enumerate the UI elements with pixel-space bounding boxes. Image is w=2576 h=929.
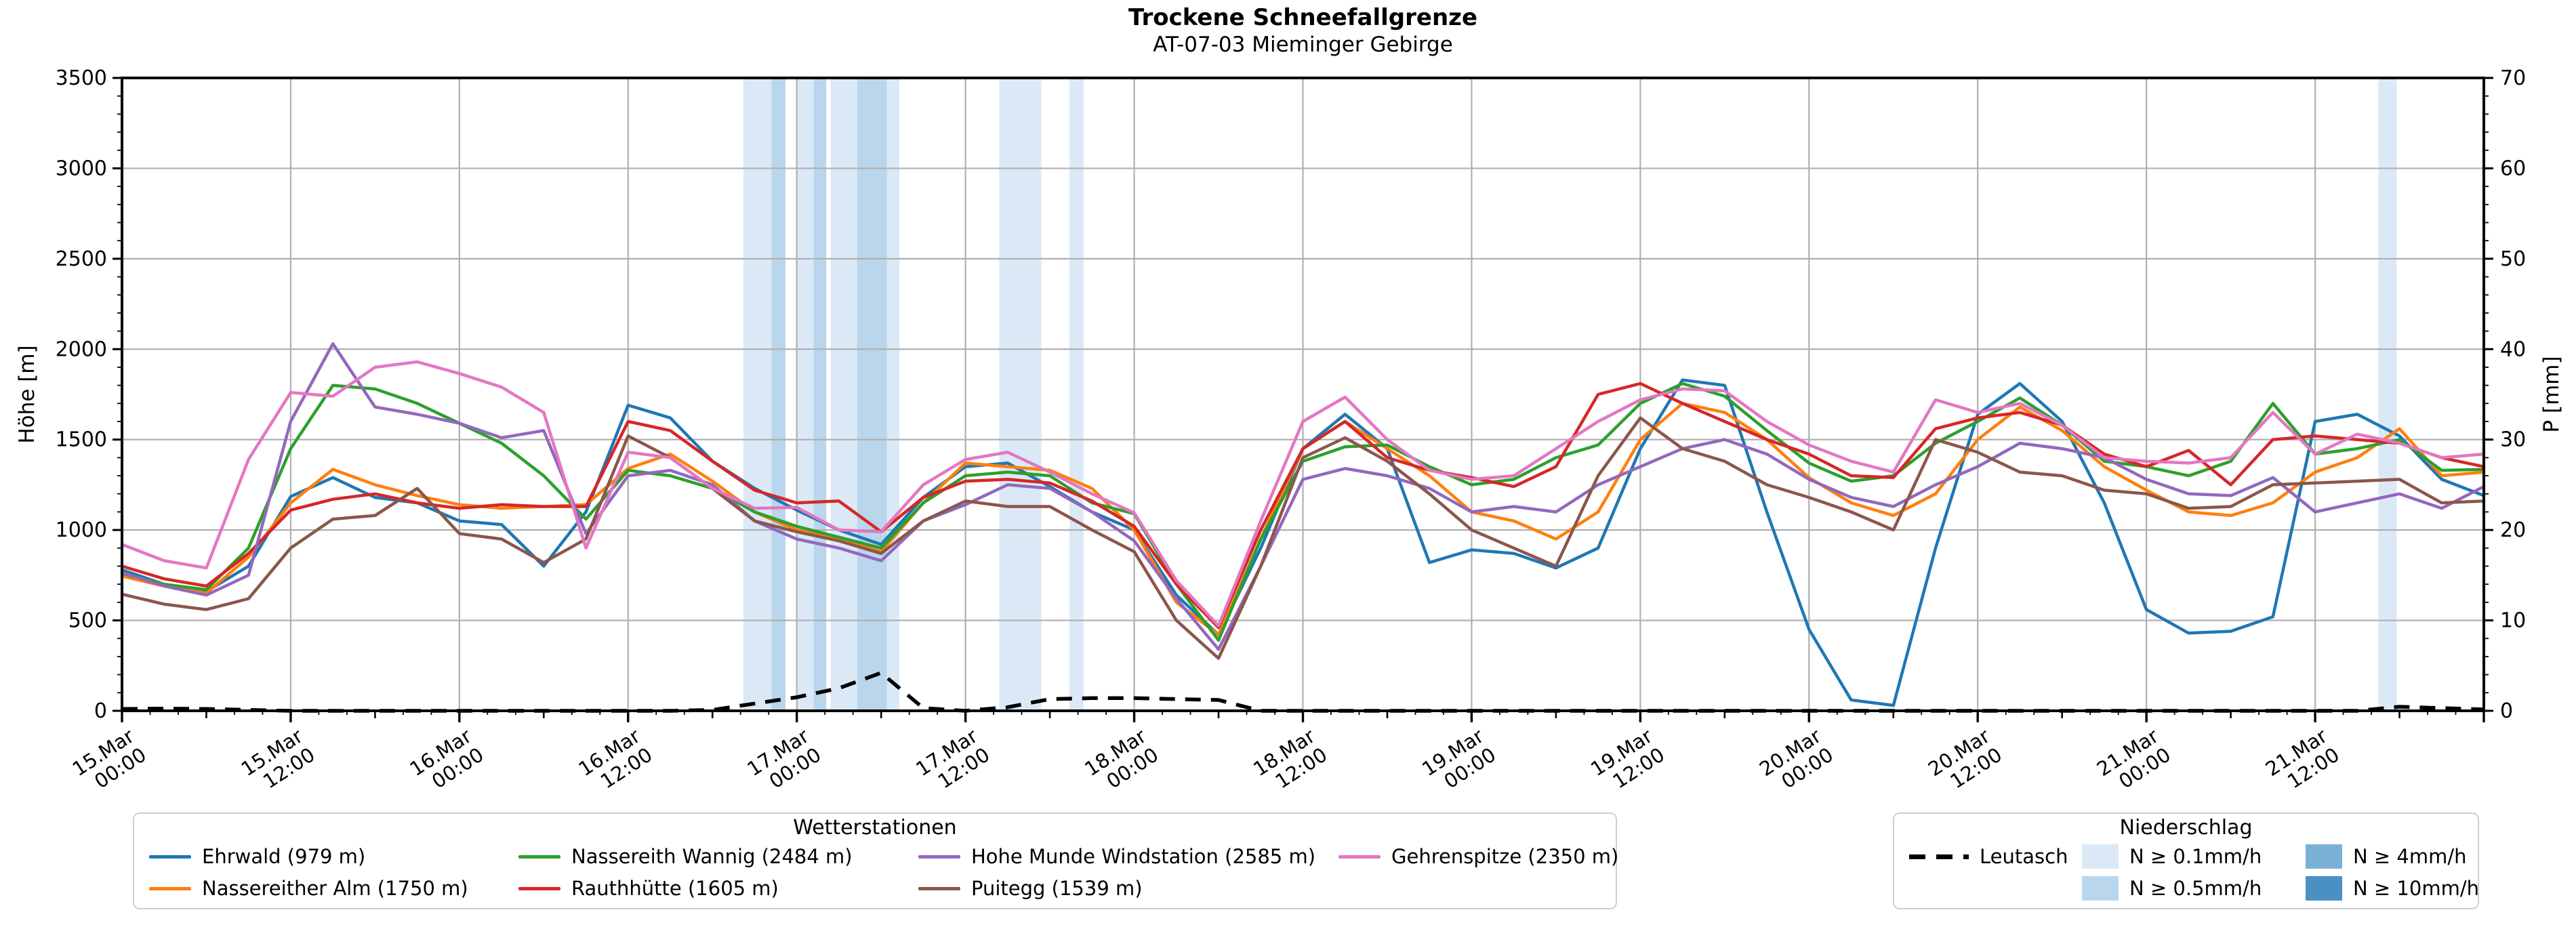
legend-item-label: Puitegg (1539 m) [971,877,1143,900]
precip-band-0.5 [771,78,786,711]
legend-item-n-10mm-h: N ≥ 10mm/h [2306,875,2479,901]
precip-band-0.5 [813,78,827,711]
legend-wetterstationen-items: Ehrwald (979 m) Nassereither Alm (1750 m)… [134,840,1618,901]
precip-band-0.1 [1069,78,1084,711]
legend-column: N ≥ 0.1mm/h N ≥ 0.5mm/h [2082,844,2306,901]
legend-item-label: N ≥ 4mm/h [2353,845,2467,868]
legend-item-n-4mm-h: N ≥ 4mm/h [2306,844,2479,869]
precip-band-0.1 [743,78,772,711]
series-line-puitegg-1539-m [120,416,2486,660]
legend-dashed-line-swatch [1909,854,1969,859]
y-tick-label-left: 1500 [56,428,107,452]
legend-item-ehrwald-979-m: Ehrwald (979 m) [149,844,518,869]
legend-item-hohe-munde-windstation-2585-m: Hohe Munde Windstation (2585 m) [918,844,1338,869]
legend-patch-swatch [2082,876,2119,901]
y-tick-label-left: 3500 [56,66,107,90]
legend-niederschlag: Niederschlag Leutasch N ≥ 0.1mm/h N ≥ 0.5m… [1893,812,2479,909]
y-tick-label-right: 0 [2500,699,2513,723]
chart-title: Trockene Schneefallgrenze [1128,4,1478,31]
x-tick-label: 17.Mar12:00 [912,724,994,800]
legend-column: Ehrwald (979 m) Nassereither Alm (1750 m) [149,844,518,901]
legend-item-nassereith-wannig-2484-m: Nassereith Wannig (2484 m) [518,844,918,869]
precip-band-0.1 [999,78,1042,711]
legend-patch-swatch [2082,844,2119,869]
x-tick-label: 18.Mar12:00 [1249,724,1331,800]
legend-column: Nassereith Wannig (2484 m) Rauthhütte (16… [518,844,918,901]
y-tick-label-left: 2000 [56,337,107,361]
x-tick-label: 15.Mar00:00 [68,724,150,800]
legend-item-label: N ≥ 0.1mm/h [2129,845,2262,868]
x-tick-label: 17.Mar00:00 [743,724,825,800]
y-tick-label-right: 20 [2500,518,2526,542]
legend-line-swatch [149,886,191,890]
y-tick-label-left: 3000 [56,157,107,180]
precip-band-0.1 [2378,78,2397,711]
y-tick-label-right: 40 [2500,337,2526,361]
legend-column: N ≥ 4mm/h N ≥ 10mm/h [2306,844,2479,901]
legend-item-label: Ehrwald (979 m) [202,845,366,868]
legend-niederschlag-items: Leutasch N ≥ 0.1mm/h N ≥ 0.5mm/h N ≥ 4mm/h N… [1894,840,2479,901]
legend-item-nassereither-alm-1750-m: Nassereither Alm (1750 m) [149,875,518,901]
legend-item-label: Rauthhütte (1605 m) [571,877,779,900]
legend-item-label: Nassereither Alm (1750 m) [202,877,468,900]
chart-subtitle: AT-07-03 Mieminger Gebirge [1153,33,1453,57]
legend-item-n-0-5mm-h: N ≥ 0.5mm/h [2082,875,2306,901]
legend-niederschlag-title: Niederschlag [2119,816,2253,840]
y-tick-label-left: 0 [94,699,107,723]
legend-wetterstationen-title: Wetterstationen [793,816,957,840]
y-tick-label-right: 30 [2500,428,2526,452]
legend-column: Gehrenspitze (2350 m) [1338,844,1618,901]
x-tick-label: 20.Mar12:00 [1924,724,2006,800]
x-tick-label: 16.Mar00:00 [406,724,488,800]
x-tick-label: 15.Mar12:00 [237,724,319,800]
legend-item-n-0-1mm-h: N ≥ 0.1mm/h [2082,844,2306,869]
legend-item-leutasch: Leutasch [1909,844,2082,869]
precip-band-0.1 [796,78,814,711]
legend-item-label: Hohe Munde Windstation (2585 m) [971,845,1316,868]
x-tick-label: 16.Mar12:00 [574,724,656,800]
x-tick-label: 21.Mar12:00 [2262,724,2344,800]
series-line-rauthh-tte-1605-m [120,381,2486,629]
legend-item-label: Leutasch [1980,845,2068,868]
legend-item-label: N ≥ 0.5mm/h [2129,877,2262,900]
series-line-hohe-munde-windstation-2585-m [120,342,2486,651]
legend-item-rauthh-tte-1605-m: Rauthhütte (1605 m) [518,875,918,901]
y-tick-label-left: 2500 [56,247,107,271]
legend-line-swatch [1338,854,1381,859]
legend-item-gehrenspitze-2350-m: Gehrenspitze (2350 m) [1338,844,1618,869]
legend-line-swatch [518,886,560,890]
legend-line-swatch [918,886,960,890]
y-tick-label-right: 60 [2500,157,2526,180]
legend-patch-swatch [2306,844,2342,869]
legend-line-swatch [918,854,960,859]
y-tick-label-right: 50 [2500,247,2526,271]
x-tick-label: 19.Mar12:00 [1587,724,1669,800]
y-tick-label-right: 70 [2500,66,2526,90]
legend-line-swatch [149,854,191,859]
y-tick-label-right: 10 [2500,609,2526,633]
legend-item-label: N ≥ 10mm/h [2353,877,2479,900]
x-tick-label: 21.Mar00:00 [2093,724,2175,800]
legend-item-puitegg-1539-m: Puitegg (1539 m) [918,875,1338,901]
legend-column: Leutasch [1909,844,2082,901]
y-tick-label-left: 500 [68,609,107,633]
legend-wetterstationen: Wetterstationen Ehrwald (979 m) Nassereit… [133,812,1618,909]
series-line-gehrenspitze-2350-m [120,360,2486,627]
x-tick-label: 20.Mar00:00 [1755,724,1837,800]
legend-patch-swatch [2306,876,2342,901]
x-tick-label: 18.Mar00:00 [1080,724,1162,800]
precip-band-0.1 [830,78,857,711]
legend-column: Hohe Munde Windstation (2585 m) Puitegg (… [918,844,1338,901]
legend-line-swatch [518,854,560,859]
legend-item-label: Nassereith Wannig (2484 m) [571,845,853,868]
precip-band-0.1 [886,78,900,711]
precip-band-0.5 [857,78,887,711]
legend-item-label: Gehrenspitze (2350 m) [1391,845,1619,868]
x-tick-label: 19.Mar00:00 [1418,724,1500,800]
y-tick-label-left: 1000 [56,518,107,542]
